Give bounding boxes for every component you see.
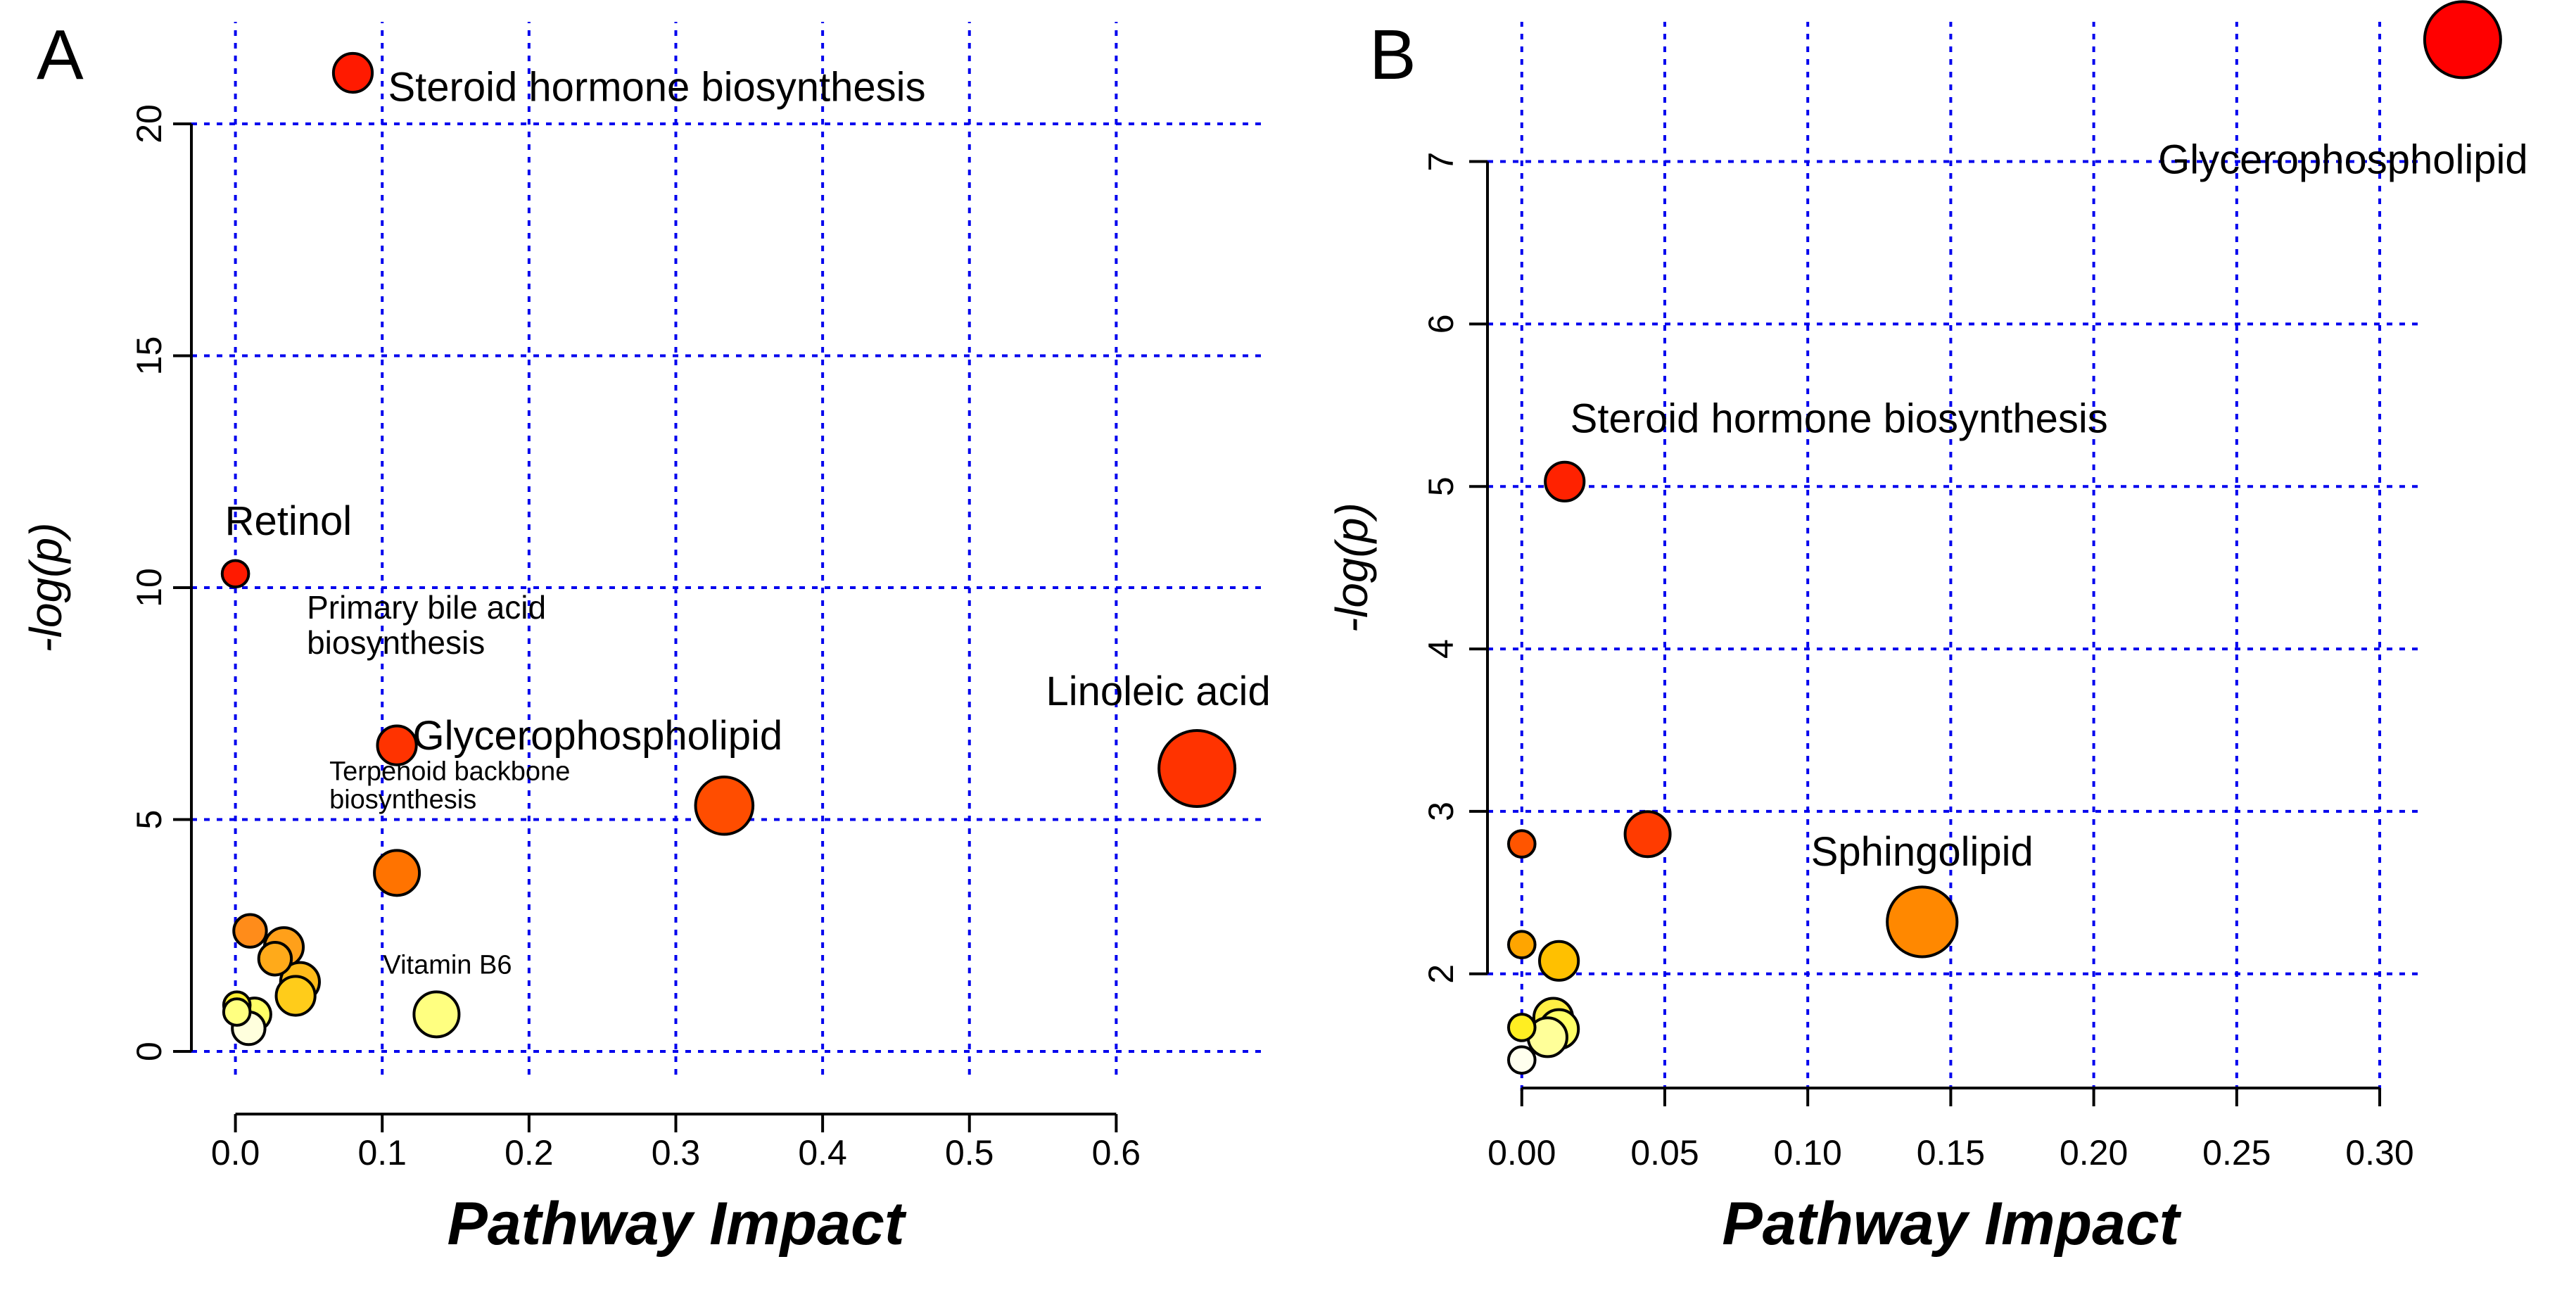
x-tick-label: 0.1 <box>357 1133 407 1172</box>
y-tick-label: 2 <box>1421 964 1461 984</box>
y-tick-label: 20 <box>129 104 169 144</box>
point-annotation: Primary bile acid biosynthesis <box>307 589 546 661</box>
point-annotation: Terpenoid backbone biosynthesis <box>329 757 570 814</box>
point-annotation: Sphingolipid <box>1811 829 2033 875</box>
data-point <box>1506 1045 1537 1075</box>
x-tick-label: 0.10 <box>1774 1133 1842 1172</box>
panel-a: A 0 5 10 15 20 0.0 0.1 0.2 0.3 0.4 0.5 0.6 Pathway Im… <box>20 15 1271 1258</box>
point-annotation-line: biosynthesis <box>307 624 485 661</box>
data-point <box>1544 460 1586 502</box>
x-tick-label: 0.30 <box>2345 1133 2413 1172</box>
y-axis-title: -log(p) <box>20 523 71 653</box>
y-tick-label: 0 <box>129 1042 169 1061</box>
point-annotation-line: Glycerophospholipid <box>413 713 783 759</box>
data-point <box>412 990 461 1039</box>
y-tick-label: 15 <box>129 336 169 376</box>
point-annotation: Linoleic acid <box>1046 669 1271 714</box>
y-tick-label: 4 <box>1421 639 1461 659</box>
data-point <box>331 51 374 94</box>
data-point <box>1506 1013 1537 1042</box>
x-tick-label: 0.4 <box>798 1133 847 1172</box>
y-tick-label: 10 <box>129 568 169 607</box>
y-tick-label: 6 <box>1421 314 1461 334</box>
point-annotation-line: Steroid hormone biosynthesis <box>388 64 925 110</box>
x-tick-label: 0.20 <box>2060 1133 2128 1172</box>
point-annotation-line: Terpenoid backbone <box>329 757 570 786</box>
data-point <box>1157 729 1237 809</box>
point-annotation-line: Retinol <box>225 498 353 544</box>
data-point <box>1506 829 1537 859</box>
data-point <box>694 775 755 836</box>
x-tick-label: 0.3 <box>652 1133 701 1172</box>
x-tick-label: 0.05 <box>1630 1133 1699 1172</box>
y-tick-label: 3 <box>1421 802 1461 821</box>
data-point <box>274 975 317 1017</box>
data-point <box>376 724 418 766</box>
x-tick-label: 0.25 <box>2202 1133 2271 1172</box>
x-tick-label: 0.6 <box>1092 1133 1141 1172</box>
y-tick-label: 7 <box>1421 152 1461 172</box>
panel-letter: B <box>1369 15 1416 94</box>
point-annotation: Vitamin B6 <box>383 950 512 980</box>
x-tick-label: 0.2 <box>505 1133 554 1172</box>
y-axis-title: -log(p) <box>1326 502 1377 633</box>
point-annotation-line: Primary bile acid <box>307 589 546 626</box>
data-point <box>222 997 252 1027</box>
y-tick-label: 5 <box>1421 476 1461 496</box>
point-annotation: Retinol <box>225 498 353 544</box>
point-annotation: Glycerophospholipid <box>413 713 783 759</box>
panel-letter: A <box>37 15 84 94</box>
point-annotation-line: Sphingolipid <box>1811 829 2033 875</box>
data-point <box>1886 885 1959 959</box>
data-point <box>1623 810 1672 859</box>
x-axis-title: Pathway Impact <box>1722 1190 2181 1258</box>
data-point <box>373 849 421 897</box>
x-axis-title: Pathway Impact <box>447 1190 906 1258</box>
data-point <box>1506 930 1537 960</box>
point-annotation-line: Glycerophospholipid <box>2158 137 2528 182</box>
data-point <box>232 913 268 949</box>
point-annotation-line: Linoleic acid <box>1046 669 1271 714</box>
point-annotation: Glycerophospholipid <box>2158 137 2528 182</box>
point-annotation-line: Vitamin B6 <box>383 950 512 980</box>
panel-b: B 2 3 4 5 6 7 0.00 0.05 0.10 0.15 0.20 0.25 0.30 Pathw… <box>1326 0 2528 1258</box>
point-annotation: Steroid hormone biosynthesis <box>388 64 925 110</box>
point-annotation: Steroid hormone biosynthesis <box>1571 396 2108 441</box>
x-tick-label: 0.00 <box>1487 1133 1556 1172</box>
x-tick-label: 0.0 <box>211 1133 260 1172</box>
data-point <box>1538 940 1580 982</box>
data-point <box>257 941 293 977</box>
data-point <box>220 559 250 589</box>
point-annotation-line: biosynthesis <box>329 785 476 814</box>
data-point <box>2423 0 2502 80</box>
point-annotation-line: Steroid hormone biosynthesis <box>1571 396 2108 441</box>
y-tick-label: 5 <box>129 810 169 830</box>
x-tick-label: 0.15 <box>1917 1133 1985 1172</box>
x-tick-label: 0.5 <box>945 1133 994 1172</box>
